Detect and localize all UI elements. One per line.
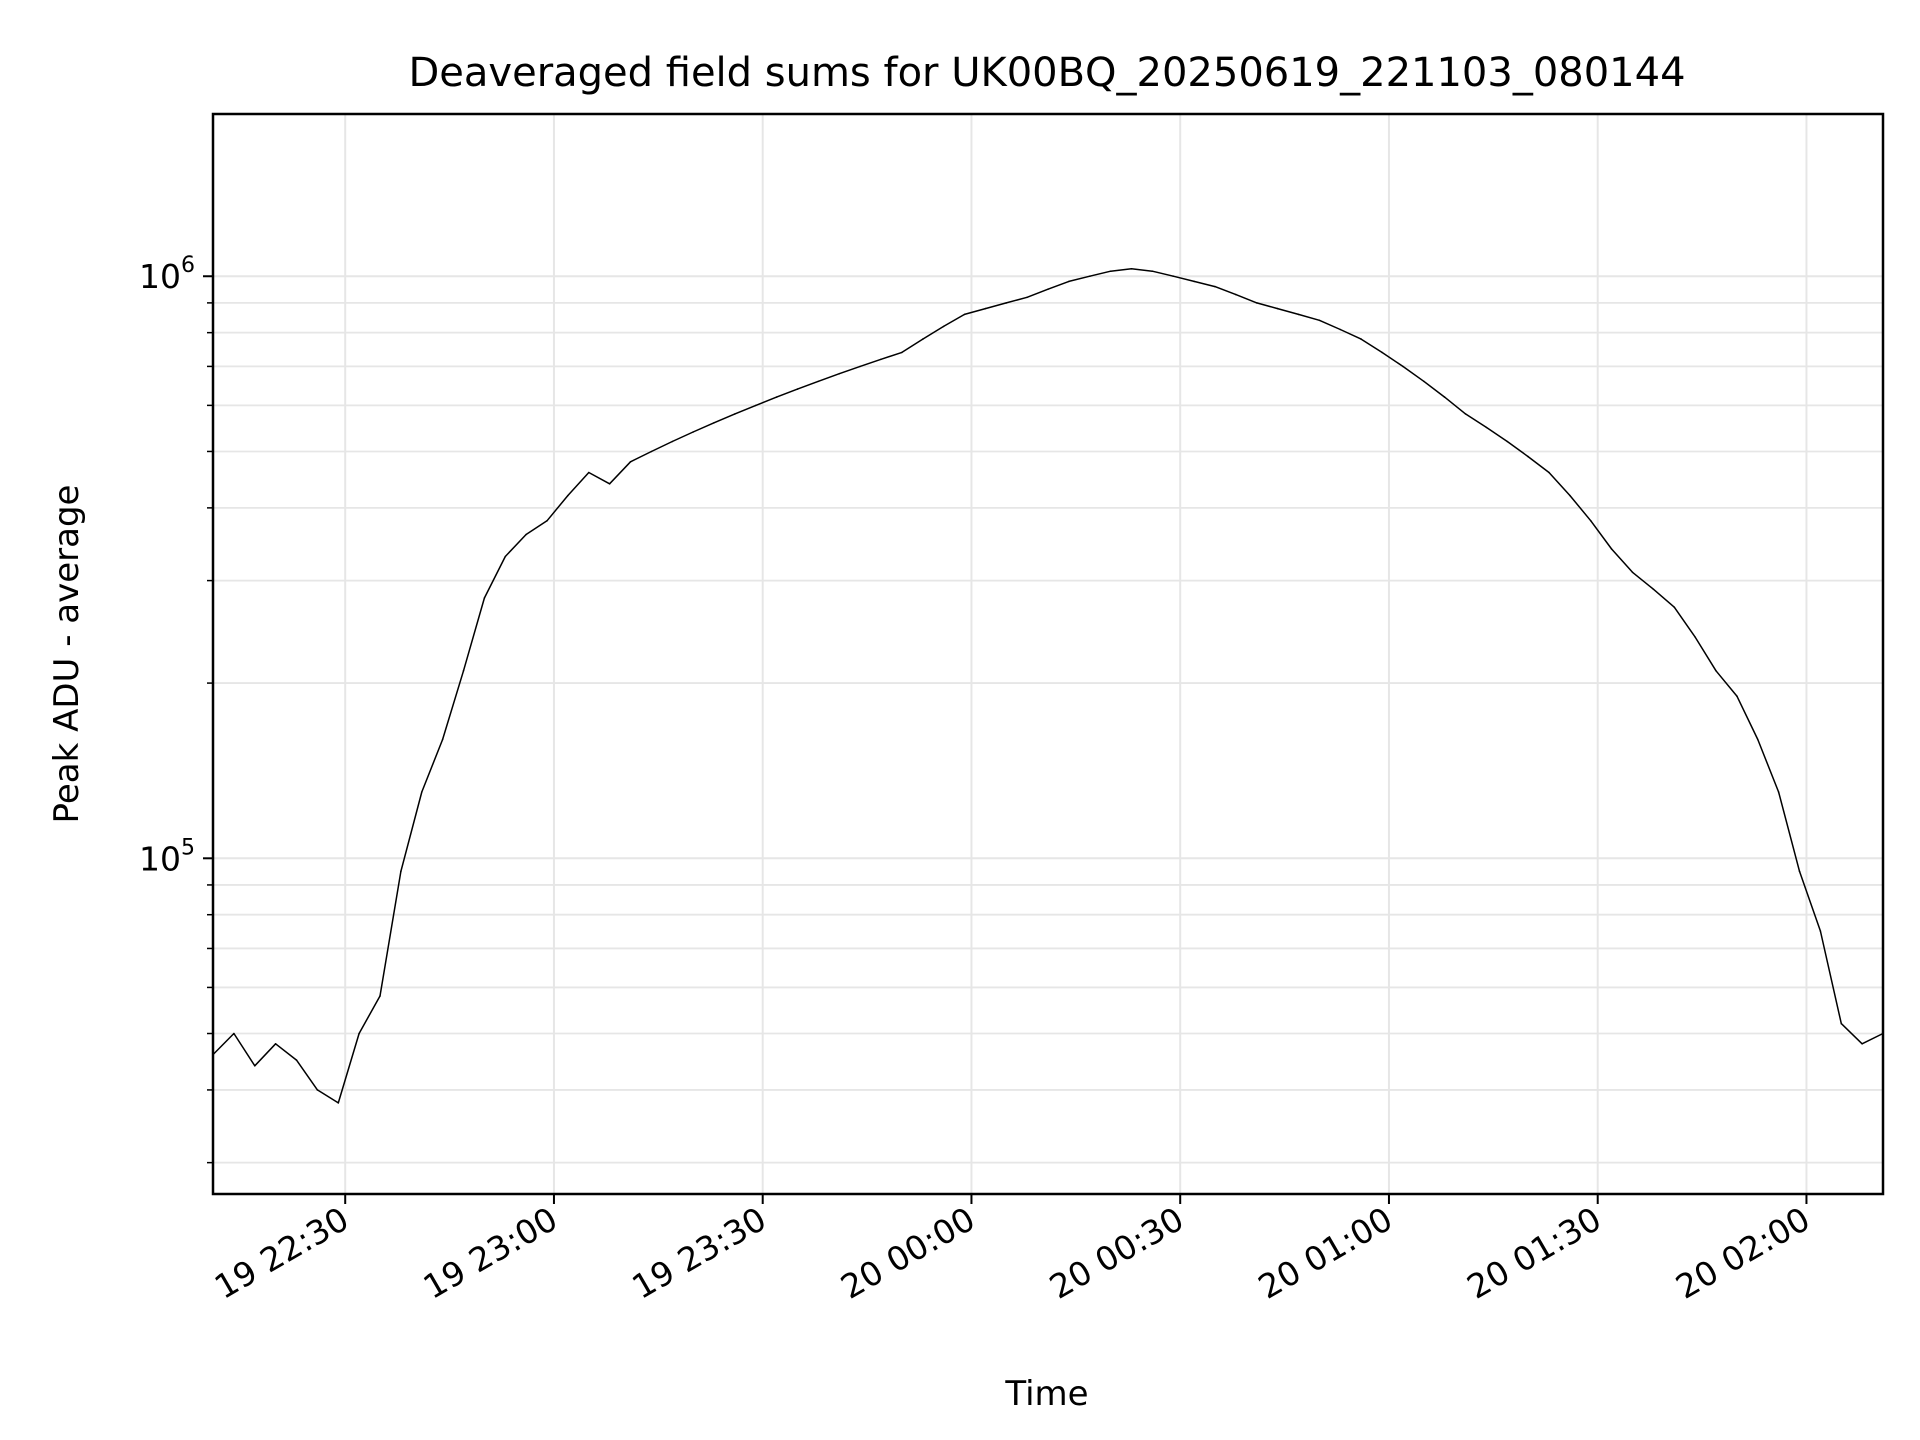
- data-point: [1423, 380, 1425, 383]
- data-point: [337, 1102, 340, 1104]
- data-point: [1798, 870, 1801, 873]
- data-point: [483, 597, 486, 599]
- data-point: [504, 555, 507, 558]
- data-point: [274, 1043, 277, 1045]
- data-point: [233, 1032, 235, 1035]
- data-point: [1548, 471, 1550, 474]
- data-point: [755, 404, 757, 407]
- data-point: [546, 520, 548, 522]
- data-point: [1276, 307, 1279, 310]
- data-point: [1047, 288, 1049, 291]
- data-point: [1527, 455, 1529, 458]
- data-point: [629, 461, 632, 463]
- data-point: [1026, 296, 1028, 299]
- data-point: [567, 494, 569, 497]
- y-tick-label: 106: [139, 253, 195, 296]
- data-point: [1193, 280, 1195, 283]
- data-point: [1569, 494, 1571, 497]
- data-point: [608, 483, 611, 485]
- data-point: [1402, 365, 1404, 368]
- data-point: [1631, 571, 1634, 574]
- data-point: [1694, 636, 1696, 638]
- data-point: [922, 338, 924, 340]
- data-point: [1130, 268, 1133, 270]
- data-point: [734, 413, 736, 415]
- data-point: [1256, 302, 1258, 304]
- data-point: [358, 1032, 360, 1035]
- data-point: [1506, 440, 1509, 443]
- x-axis-label: Time: [1004, 1374, 1088, 1414]
- data-point: [1214, 285, 1216, 288]
- data-point: [316, 1089, 319, 1091]
- data-point: [1005, 302, 1008, 304]
- data-point: [1360, 338, 1362, 340]
- grid: [213, 114, 1883, 1194]
- data-point: [1736, 695, 1738, 697]
- data-point: [796, 388, 799, 390]
- data-point: [1715, 670, 1717, 672]
- plot-area: [212, 268, 1884, 1104]
- data-point: [775, 396, 778, 398]
- data-point: [295, 1059, 298, 1061]
- y-axis-label: Peak ADU - average: [47, 485, 87, 824]
- chart-title: Deaveraged field sums for UK00BQ_2025061…: [408, 50, 1685, 96]
- data-point: [1464, 413, 1467, 415]
- data-point: [1297, 313, 1300, 316]
- data-point: [942, 325, 945, 328]
- data-point: [1172, 275, 1175, 278]
- data-point: [379, 995, 381, 997]
- data-point: [650, 450, 653, 453]
- plot-frame: [211, 112, 1885, 1196]
- y-tick-label: 105: [139, 835, 195, 878]
- data-point: [1089, 275, 1091, 278]
- data-point: [901, 351, 903, 354]
- data-point: [1840, 1022, 1843, 1025]
- data-point: [1109, 270, 1112, 273]
- data-point: [462, 670, 465, 672]
- data-point: [1673, 606, 1676, 608]
- data-point: [1318, 319, 1321, 322]
- data-point: [1235, 293, 1237, 296]
- data-point: [713, 422, 715, 424]
- data-point: [588, 471, 590, 474]
- data-point: [671, 440, 674, 443]
- data-point: [1819, 930, 1822, 932]
- data-point: [692, 431, 694, 433]
- data-point: [1610, 548, 1613, 550]
- data-point: [1381, 351, 1383, 354]
- data-point: [400, 870, 402, 873]
- data-point: [1777, 791, 1780, 793]
- y-axis: 105 106: [139, 253, 213, 1164]
- data-point: [421, 791, 423, 793]
- data-point: [1652, 588, 1655, 590]
- data-point: [838, 372, 841, 375]
- data-point: [1485, 426, 1488, 429]
- data-point: [1757, 738, 1759, 741]
- data-point: [984, 307, 987, 310]
- data-point: [859, 365, 861, 368]
- data-point: [1339, 328, 1342, 331]
- data-point: [1861, 1043, 1863, 1045]
- data-point: [963, 313, 966, 316]
- data-point: [441, 738, 444, 741]
- data-point: [817, 380, 820, 383]
- data-point: [880, 358, 882, 361]
- data-point: [1151, 270, 1154, 273]
- data-point: [1068, 280, 1070, 283]
- data-point: [525, 533, 527, 536]
- data-point: [1443, 396, 1446, 398]
- data-point: [254, 1065, 256, 1067]
- data-point: [1590, 520, 1592, 522]
